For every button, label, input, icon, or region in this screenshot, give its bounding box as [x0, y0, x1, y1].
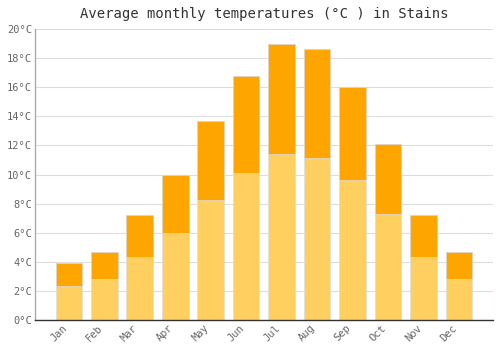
Bar: [233, 76, 260, 173]
Bar: [268, 44, 295, 154]
Bar: [126, 215, 153, 320]
Bar: [410, 215, 437, 257]
Bar: [126, 215, 153, 257]
Bar: [339, 87, 366, 180]
Bar: [162, 175, 188, 233]
Bar: [56, 263, 82, 320]
Bar: [304, 49, 330, 320]
Bar: [198, 121, 224, 201]
Bar: [91, 252, 118, 279]
Bar: [446, 252, 472, 320]
Bar: [446, 252, 472, 279]
Bar: [91, 252, 118, 320]
Bar: [268, 44, 295, 320]
Bar: [304, 49, 330, 158]
Bar: [233, 76, 260, 320]
Bar: [374, 144, 402, 214]
Bar: [410, 215, 437, 320]
Bar: [374, 144, 402, 320]
Bar: [56, 263, 82, 286]
Bar: [198, 121, 224, 320]
Title: Average monthly temperatures (°C ) in Stains: Average monthly temperatures (°C ) in St…: [80, 7, 448, 21]
Bar: [339, 87, 366, 320]
Bar: [162, 175, 188, 320]
